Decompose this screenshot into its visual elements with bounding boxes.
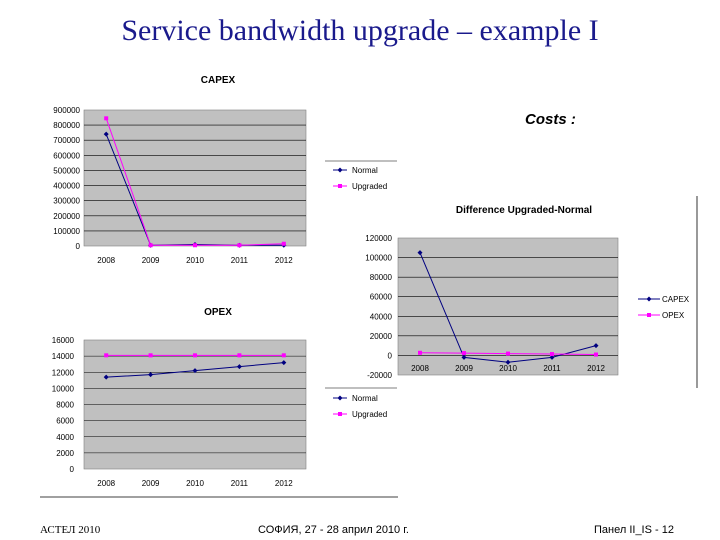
chart-3-x-tick-label: 2011 xyxy=(543,364,561,373)
chart-2-x-tick-label: 2012 xyxy=(275,479,293,488)
chart-1-x-tick-label: 2010 xyxy=(186,256,204,265)
chart-1-y-tick-label: 200000 xyxy=(53,212,80,221)
chart-1-point xyxy=(104,116,109,121)
chart-3-legend-marker xyxy=(646,296,652,302)
chart-3-point xyxy=(506,351,510,356)
footer-organization: АСТЕЛ 2010 xyxy=(40,524,101,536)
chart-2-y-tick-label: 4000 xyxy=(56,433,74,442)
chart-2-y-tick-label: 2000 xyxy=(56,449,74,458)
chart-2-y-tick-label: 10000 xyxy=(52,384,75,393)
chart-2-legend-label: Normal xyxy=(352,394,378,403)
chart-2-point xyxy=(148,372,154,378)
chart-3-point xyxy=(418,350,422,355)
chart-2-point xyxy=(193,353,197,358)
chart-3-legend-label: OPEX xyxy=(662,311,685,320)
chart-2-point xyxy=(148,353,153,358)
chart-2-title: OPEX xyxy=(204,307,232,318)
chart-3-point xyxy=(505,359,511,365)
costs-label: Costs : xyxy=(525,111,576,128)
chart-1-y-tick-label: 900000 xyxy=(53,106,80,115)
chart-3-point xyxy=(550,352,554,357)
chart-2-legend-label: Upgraded xyxy=(352,410,387,419)
chart-1-legend-marker xyxy=(337,167,343,173)
chart-2-point xyxy=(281,360,287,366)
chart-1-plot-area xyxy=(83,109,307,247)
chart-2-point xyxy=(103,374,109,380)
chart-3-point xyxy=(594,352,598,357)
chart-3-y-tick-label: 80000 xyxy=(370,273,393,282)
chart-2-x-tick-label: 2011 xyxy=(231,479,249,488)
chart-2-point xyxy=(236,364,242,370)
chart-3-y-tick-label: 40000 xyxy=(370,312,393,321)
chart-2-point xyxy=(281,353,286,358)
chart-3-x-tick-label: 2008 xyxy=(411,364,429,373)
chart-2-y-tick-label: 12000 xyxy=(52,368,75,377)
chart-2-y-tick-label: 16000 xyxy=(52,336,75,345)
chart-1-legend-label: Upgraded xyxy=(352,182,387,191)
chart-3-point xyxy=(462,351,466,356)
chart-1-point xyxy=(103,131,109,137)
chart-3-legend-marker xyxy=(647,313,651,317)
chart-1-point xyxy=(237,243,242,248)
chart-3-x-tick-label: 2012 xyxy=(587,364,605,373)
chart-1-y-tick-label: 500000 xyxy=(53,166,80,175)
chart-3-y-tick-label: 20000 xyxy=(370,332,393,341)
chart-3-x-tick-label: 2010 xyxy=(499,364,517,373)
chart-2-y-tick-label: 8000 xyxy=(56,401,74,410)
chart-1-x-tick-label: 2008 xyxy=(97,256,115,265)
chart-2-legend-marker xyxy=(338,412,342,416)
chart-1-y-tick-label: 100000 xyxy=(53,227,80,236)
chart-1-x-tick-label: 2011 xyxy=(231,256,249,265)
chart-3-legend-label: CAPEX xyxy=(662,295,690,304)
slide-title: Service bandwidth upgrade – example I xyxy=(121,14,599,47)
chart-3-y-tick-label: 0 xyxy=(388,351,393,360)
chart-1-title: CAPEX xyxy=(201,75,236,86)
chart-3-y-tick-label: 100000 xyxy=(365,254,392,263)
chart-2-y-tick-label: 6000 xyxy=(56,417,74,426)
chart-1-x-tick-label: 2009 xyxy=(142,256,160,265)
chart-1-y-tick-label: 300000 xyxy=(53,197,80,206)
footer-event: СОФИЯ, 27 - 28 април 2010 г. xyxy=(258,524,409,536)
chart-3-x-tick-label: 2009 xyxy=(455,364,473,373)
chart-2-point xyxy=(104,353,109,358)
chart-1-point xyxy=(193,243,197,248)
chart-1-y-tick-label: 0 xyxy=(76,242,81,251)
chart-2-x-tick-label: 2010 xyxy=(186,479,204,488)
chart-1-x-tick-label: 2012 xyxy=(275,256,293,265)
chart-3-point xyxy=(417,250,423,256)
chart-1-y-tick-label: 700000 xyxy=(53,136,80,145)
chart-2-y-tick-label: 14000 xyxy=(52,352,75,361)
chart-2-x-tick-label: 2009 xyxy=(142,479,160,488)
footer-page: Панел II_IS - 12 xyxy=(594,524,674,536)
chart-2-x-tick-label: 2008 xyxy=(97,479,115,488)
chart-3-y-tick-label: -20000 xyxy=(367,371,392,380)
chart-3-point xyxy=(461,354,467,360)
chart-2-point xyxy=(237,353,242,358)
chart-1-point xyxy=(148,243,153,248)
chart-3-y-tick-label: 120000 xyxy=(365,234,392,243)
chart-1-y-tick-label: 400000 xyxy=(53,182,80,191)
chart-2-y-tick-label: 0 xyxy=(70,465,75,474)
chart-1-y-tick-label: 800000 xyxy=(53,121,80,130)
chart-3-y-tick-label: 60000 xyxy=(370,293,393,302)
chart-1-legend-marker xyxy=(338,184,342,188)
chart-1-point xyxy=(281,241,286,246)
chart-2-point xyxy=(192,368,198,374)
chart-1-legend-label: Normal xyxy=(352,166,378,175)
chart-3-point xyxy=(593,343,599,349)
chart-3-title: Difference Upgraded-Normal xyxy=(456,205,592,216)
chart-1-y-tick-label: 600000 xyxy=(53,151,80,160)
chart-3-point xyxy=(549,354,555,360)
chart-2-legend-marker xyxy=(337,395,343,401)
